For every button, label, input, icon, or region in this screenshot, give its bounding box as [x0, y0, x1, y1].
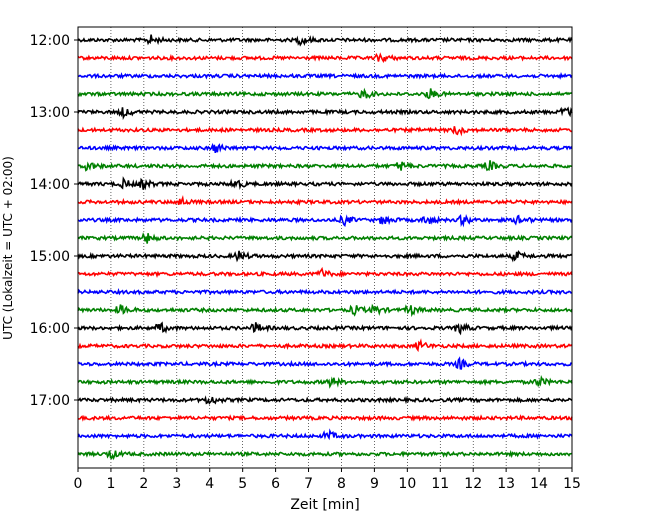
- x-tick-label: 11: [431, 476, 449, 492]
- y-tick-label: 12:00: [30, 33, 70, 49]
- trace-1415: [77, 195, 573, 207]
- x-tick-label: 8: [337, 476, 346, 492]
- trace-1300: [77, 106, 573, 121]
- trace-1200: [77, 34, 573, 47]
- trace-1400: [77, 176, 573, 191]
- x-axis-label: Zeit [min]: [290, 497, 359, 513]
- y-tick-label: 15:00: [30, 249, 70, 265]
- x-tick-label: 13: [497, 476, 515, 492]
- x-tick-label: 14: [530, 476, 548, 492]
- y-tick-label: 14:00: [30, 177, 70, 193]
- trace-1645: [77, 374, 573, 389]
- trace-1615: [77, 338, 573, 353]
- trace-1330: [77, 142, 573, 154]
- trace-1700: [77, 395, 573, 405]
- x-tick-label: 9: [370, 476, 379, 492]
- trace-1245: [77, 87, 573, 100]
- seismic-traces: [77, 34, 573, 461]
- y-tick-label: 13:00: [30, 105, 70, 121]
- y-axis-label: UTC (Lokalzeit = UTC + 02:00): [1, 156, 15, 340]
- trace-1445: [77, 232, 573, 244]
- x-tick-label: 3: [172, 476, 181, 492]
- trace-1430: [77, 213, 573, 228]
- x-tick-label: 12: [464, 476, 482, 492]
- y-tick-label: 16:00: [30, 321, 70, 337]
- trace-1215: [77, 52, 573, 64]
- trace-1515: [77, 266, 573, 279]
- y-axis-ticks: 12:00 13:00 14:00 15:00 16:00 17:00: [30, 33, 78, 409]
- trace-1530: [77, 287, 573, 296]
- trace-1500: [77, 250, 573, 263]
- x-tick-label: 5: [238, 476, 247, 492]
- trace-1715: [77, 414, 573, 422]
- x-tick-label: 2: [139, 476, 148, 492]
- trace-1230: [78, 72, 573, 80]
- trace-1730: [77, 428, 573, 441]
- x-tick-label: 7: [304, 476, 313, 492]
- x-tick-label: 1: [106, 476, 115, 492]
- x-tick-label: 15: [563, 476, 581, 492]
- x-tick-label: 6: [271, 476, 280, 492]
- plot-frame: [77, 26, 573, 469]
- trace-1345: [77, 160, 573, 172]
- x-tick-label: 4: [205, 476, 214, 492]
- x-tick-label: 0: [74, 476, 83, 492]
- x-tick-label: 10: [398, 476, 416, 492]
- y-tick-label: 17:00: [30, 393, 70, 409]
- trace-1600: [77, 321, 573, 336]
- trace-1315: [77, 126, 573, 137]
- trace-1745: [77, 449, 573, 461]
- trace-1545: [77, 303, 573, 318]
- trace-1630: [77, 356, 573, 370]
- x-axis-ticks: 0 1 2 3 4 5 6 7 8 9 10 11 12 13 14 15: [74, 468, 581, 492]
